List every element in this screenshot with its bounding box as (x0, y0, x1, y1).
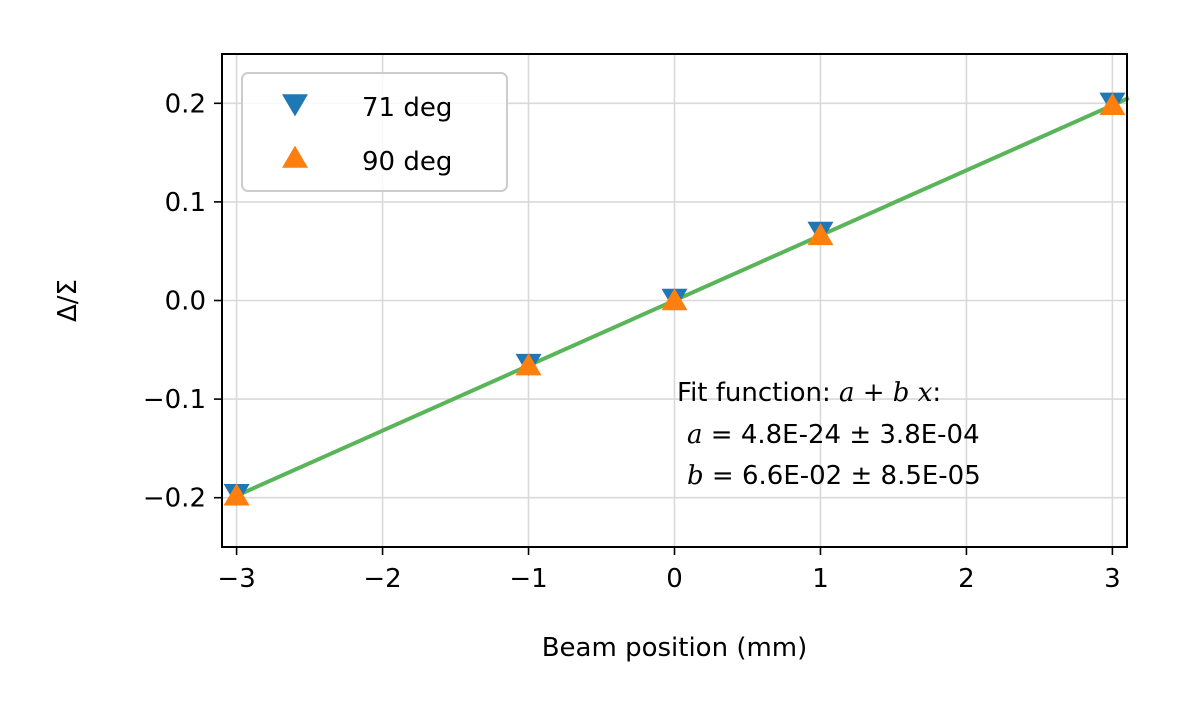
y-tick-label: 0.1 (165, 188, 206, 218)
x-tick-label: −3 (217, 564, 255, 594)
legend-box (241, 72, 508, 192)
y-tick-label: −0.2 (143, 484, 206, 514)
legend-label-90-deg: 90 deg (362, 147, 452, 177)
x-tick-label: 1 (812, 564, 829, 594)
marker-90-deg (515, 353, 542, 376)
legend-marker-90-deg (282, 145, 308, 168)
fit-param-b: b = 6.6E-02 ± 8.5E-05 (687, 461, 981, 491)
x-tick-label: 0 (666, 564, 683, 594)
y-tick-label: −0.1 (143, 385, 206, 415)
marker-90-deg (661, 288, 688, 311)
marker-90-deg (1099, 92, 1126, 116)
fit-param-a: a = 4.8E-24 ± 3.8E-04 (687, 420, 980, 450)
x-tick-label: 3 (1104, 564, 1121, 594)
legend: 71 deg 90 deg (241, 72, 508, 192)
fit-param-a-symbol: a (687, 420, 703, 450)
fit-formula: a + b x (839, 378, 933, 408)
fit-title: Fit function: a + b x: (677, 378, 941, 408)
fit-param-b-symbol: b (687, 461, 704, 491)
x-tick-label: −2 (363, 564, 401, 594)
marker-90-deg (223, 483, 250, 506)
y-tick-label: 0.0 (165, 287, 206, 317)
x-tick-label: −1 (509, 564, 547, 594)
legend-label-71-deg: 71 deg (362, 93, 452, 123)
y-axis-label: Δ/Σ (53, 279, 83, 322)
marker-90-deg (807, 223, 834, 246)
fit-formula-suffix: : (932, 378, 941, 408)
legend-marker-71-deg (282, 94, 308, 117)
x-axis-label: Beam position (mm) (542, 633, 808, 663)
fit-title-text: Fit function: (677, 378, 839, 408)
markers (223, 92, 1126, 507)
y-tick-label: 0.2 (165, 89, 206, 119)
fit-annotation: Fit function: a + b x: a = 4.8E-24 ± 3.8… (677, 378, 981, 491)
fit-param-b-value: = 6.6E-02 ± 8.5E-05 (704, 461, 981, 491)
x-tick-label: 2 (958, 564, 975, 594)
fit-param-a-value: = 4.8E-24 ± 3.8E-04 (703, 420, 980, 450)
ticks: −3 −2 −1 0 1 2 3 −0.2 −0.1 0.0 0.1 0.2 (143, 89, 1121, 594)
